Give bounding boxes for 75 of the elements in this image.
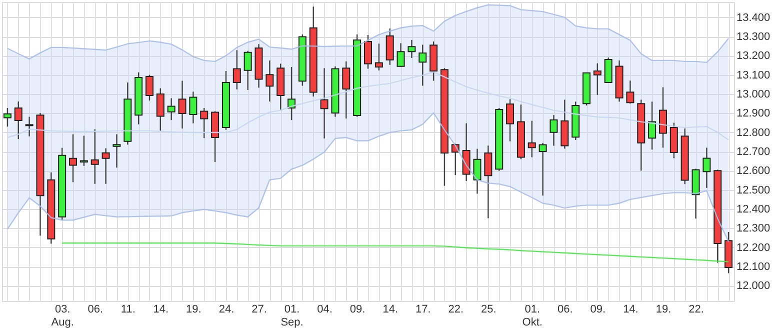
y-tick-label: 12.000 xyxy=(736,280,770,292)
candlestick xyxy=(626,80,634,104)
x-tick-label: 04. xyxy=(317,304,332,316)
y-tick-label: 12.100 xyxy=(736,261,770,273)
x-tick-label: 14. xyxy=(623,304,638,316)
candlestick xyxy=(90,128,99,184)
candlestick xyxy=(200,107,208,139)
x-tick-label: 09. xyxy=(350,304,366,316)
y-tick-label: 12.900 xyxy=(736,108,770,120)
line-series xyxy=(6,4,730,63)
x-tick-label: 24. xyxy=(218,304,234,316)
candlestick xyxy=(178,80,186,130)
x-tick-label: 17. xyxy=(415,304,431,316)
candlestick xyxy=(14,100,22,140)
candlestick xyxy=(145,74,154,102)
y-tick-label: 12.700 xyxy=(736,146,770,158)
candlestick xyxy=(604,56,612,84)
candlestick xyxy=(658,86,667,148)
candlestick xyxy=(244,50,252,91)
y-tick-label: 12.800 xyxy=(736,126,770,139)
x-tick-label: 22. xyxy=(448,304,464,316)
candlestick xyxy=(80,135,88,166)
x-tick-label: 11. xyxy=(120,304,136,316)
x-tick-label: 22. xyxy=(688,304,704,316)
candlestick xyxy=(528,120,536,158)
line-series xyxy=(6,71,730,141)
candlestick xyxy=(266,60,274,102)
x-tick-label: 09. xyxy=(590,304,606,316)
x-tick-label: 03. Aug. xyxy=(51,304,74,328)
y-tick-label: 12.300 xyxy=(736,222,770,235)
candlestick xyxy=(386,28,394,66)
x-tick-label: 19. xyxy=(656,304,672,316)
candlestick xyxy=(396,42,405,68)
x-tick-label: 06. xyxy=(88,304,104,316)
candlestick xyxy=(408,39,416,59)
candlestick xyxy=(102,148,110,184)
x-tick-label: 01. Sep. xyxy=(280,304,304,328)
x-tick-label: 06. xyxy=(558,304,573,316)
y-tick-label: 13.100 xyxy=(736,69,770,82)
candlestick xyxy=(593,62,602,96)
candlestick xyxy=(189,91,198,124)
y-tick-label: 13.300 xyxy=(736,31,770,43)
x-tick-label: 19. xyxy=(186,304,202,316)
candlestick xyxy=(702,147,711,189)
candlestick xyxy=(364,34,372,70)
y-tick-label: 13.000 xyxy=(736,88,770,100)
candlestick xyxy=(484,144,492,219)
x-tick-label: 14. xyxy=(382,304,398,316)
candlestick xyxy=(69,134,78,183)
y-tick-label: 13.400 xyxy=(736,12,770,24)
candlestick xyxy=(156,88,164,132)
candlestick xyxy=(374,42,383,72)
candlestick xyxy=(320,68,328,140)
x-tick-label: 25. xyxy=(481,304,496,316)
candlestick xyxy=(506,98,514,142)
candlestick xyxy=(418,44,427,86)
candlestick xyxy=(462,122,470,182)
candlestick xyxy=(232,50,241,90)
candlestick xyxy=(648,101,656,150)
candlestick xyxy=(25,116,34,137)
candlestick xyxy=(538,142,547,196)
candlestick xyxy=(112,134,121,168)
candlestick xyxy=(550,114,558,146)
y-tick-label: 13.200 xyxy=(736,50,770,62)
y-tick-label: 12.600 xyxy=(736,165,770,178)
x-tick-label: 14. xyxy=(153,304,169,316)
x-tick-label: 01. Okt. xyxy=(522,304,542,328)
candlestick xyxy=(167,98,176,121)
y-tick-label: 12.400 xyxy=(736,204,770,216)
candlestick xyxy=(3,107,12,128)
candlestick xyxy=(288,66,296,121)
x-tick-label: 27. xyxy=(252,304,267,316)
candlestick xyxy=(342,60,350,120)
y-tick-label: 12.500 xyxy=(736,184,770,196)
y-tick-label: 12.200 xyxy=(736,242,770,254)
